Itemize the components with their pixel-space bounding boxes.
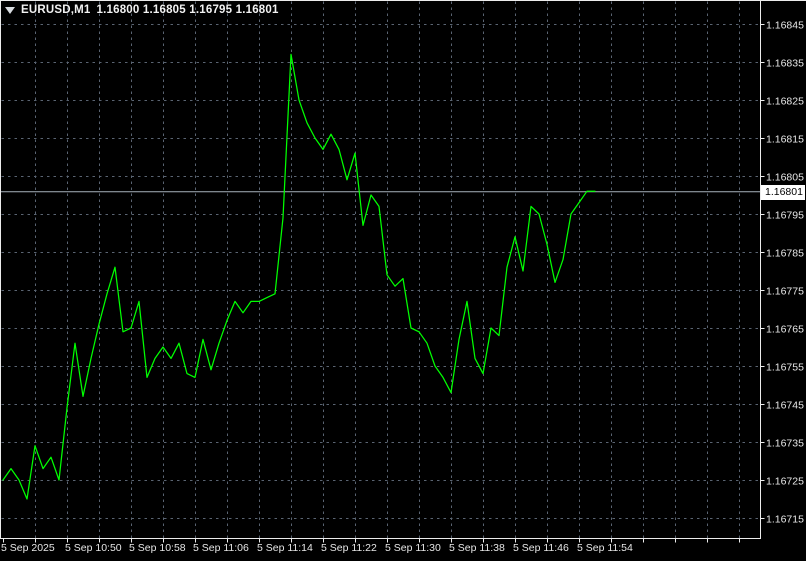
price-axis-label: 1.16725	[766, 475, 804, 487]
price-axis-label: 1.16815	[766, 133, 804, 145]
time-axis-label: 5 Sep 11:46	[513, 542, 569, 554]
price-axis-label: 1.16715	[766, 513, 804, 525]
price-axis-label: 1.16785	[766, 247, 804, 259]
symbol-dropdown-icon[interactable]	[5, 6, 15, 14]
time-axis: 5 Sep 2025 5 Sep 10:50 5 Sep 10:58 5 Sep 11…	[1, 538, 740, 554]
price-axis-label: 1.16765	[766, 323, 804, 335]
time-axis-label: 5 Sep 11:30	[385, 542, 441, 554]
time-axis-label: 5 Sep 10:50	[65, 542, 122, 554]
grid-horizontal	[1, 24, 760, 519]
time-axis-label: 5 Sep 10:58	[129, 542, 186, 554]
price-axis-label: 1.16745	[766, 399, 804, 411]
time-axis-label: 5 Sep 11:54	[577, 542, 633, 554]
price-axis-label: 1.16835	[766, 57, 804, 69]
chart-title: EURUSD,M1 1.16800 1.16805 1.16795 1.1680…	[5, 4, 279, 16]
time-axis-label: 5 Sep 11:14	[257, 542, 313, 554]
price-axis-label: 1.16755	[766, 361, 804, 373]
time-axis-label: 5 Sep 11:06	[193, 542, 249, 554]
price-series-line	[2, 53, 596, 500]
chart-ohlc-values: 1.16800 1.16805 1.16795 1.16801	[96, 4, 279, 16]
price-axis-label: 1.16795	[766, 209, 804, 221]
price-axis-label: 1.16825	[766, 95, 804, 107]
chart-symbol-label: EURUSD,M1	[21, 4, 91, 16]
time-axis-label: 5 Sep 11:38	[449, 542, 505, 554]
chart-border	[0, 0, 761, 539]
price-axis-label: 1.16775	[766, 285, 804, 297]
price-axis-label: 1.16805	[766, 171, 804, 183]
bid-price-tag: 1.16801	[761, 185, 805, 200]
price-axis: 1.16845 1.16835 1.16825 1.16815 1.16805 1.167…	[760, 19, 804, 525]
time-axis-label: 5 Sep 11:22	[321, 542, 377, 554]
price-axis-label: 1.16735	[766, 437, 804, 449]
time-axis-label: 5 Sep 2025	[1, 542, 55, 554]
grid-vertical	[35, 1, 740, 538]
price-axis-label: 1.16845	[766, 19, 804, 31]
